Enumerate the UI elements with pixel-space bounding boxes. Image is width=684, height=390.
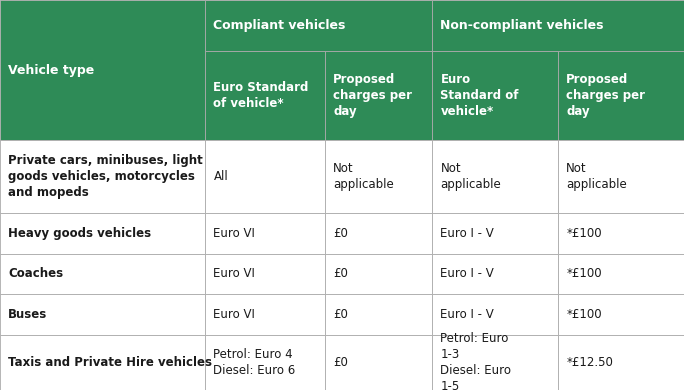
Text: Euro I - V: Euro I - V [440,227,495,239]
Bar [325,140,432,213]
Bar [0,294,205,335]
Text: *£100: *£100 [566,268,602,280]
Text: Buses: Buses [8,308,47,321]
Bar [432,51,558,140]
Text: *£12.50: *£12.50 [566,356,614,369]
Bar [325,254,432,294]
Text: Non-compliant vehicles: Non-compliant vehicles [440,19,604,32]
Text: Petrol: Euro
1-3
Diesel: Euro
1-5: Petrol: Euro 1-3 Diesel: Euro 1-5 [440,332,512,390]
Bar [0,335,205,390]
Bar [0,213,205,254]
Text: Not
applicable: Not applicable [333,162,394,191]
Bar [432,335,558,390]
Text: Proposed
charges per
day: Proposed charges per day [566,73,645,118]
Bar [325,335,432,390]
Text: Not
applicable: Not applicable [566,162,627,191]
Text: Petrol: Euro 4
Diesel: Euro 6: Petrol: Euro 4 Diesel: Euro 6 [213,348,295,377]
Bar [432,0,684,51]
Text: Taxis and Private Hire vehicles: Taxis and Private Hire vehicles [8,356,212,369]
Text: Private cars, minibuses, light
goods vehicles, motorcycles
and mopeds: Private cars, minibuses, light goods veh… [8,154,203,199]
Bar [205,294,325,335]
Text: Euro VI: Euro VI [213,227,255,239]
Text: £0: £0 [333,356,348,369]
Text: *£100: *£100 [566,308,602,321]
Text: Not
applicable: Not applicable [440,162,501,191]
Text: Euro I - V: Euro I - V [440,308,495,321]
Text: Euro
Standard of
vehicle*: Euro Standard of vehicle* [440,73,519,118]
Bar [325,51,432,140]
Bar [432,294,558,335]
Bar [558,335,684,390]
Bar [205,213,325,254]
Bar [205,0,432,51]
Bar [558,140,684,213]
Text: All: All [213,170,228,183]
Bar [558,213,684,254]
Bar [558,254,684,294]
Bar [432,140,558,213]
Text: £0: £0 [333,268,348,280]
Text: *£100: *£100 [566,227,602,239]
Bar [325,213,432,254]
Bar [0,140,205,213]
Text: Euro VI: Euro VI [213,268,255,280]
Bar [205,51,325,140]
Text: Heavy goods vehicles: Heavy goods vehicles [8,227,151,239]
Text: £0: £0 [333,227,348,239]
Bar [558,294,684,335]
Bar [432,254,558,294]
Bar [0,254,205,294]
Text: Coaches: Coaches [8,268,64,280]
Text: Compliant vehicles: Compliant vehicles [213,19,346,32]
Text: Euro I - V: Euro I - V [440,268,495,280]
Text: Vehicle type: Vehicle type [8,64,94,77]
Bar [205,335,325,390]
Text: Euro VI: Euro VI [213,308,255,321]
Text: Euro Standard
of vehicle*: Euro Standard of vehicle* [213,81,308,110]
Bar [558,51,684,140]
Text: £0: £0 [333,308,348,321]
Bar [432,213,558,254]
Bar [325,294,432,335]
Text: Proposed
charges per
day: Proposed charges per day [333,73,412,118]
Bar [205,140,325,213]
Bar [205,254,325,294]
Bar [0,0,205,140]
